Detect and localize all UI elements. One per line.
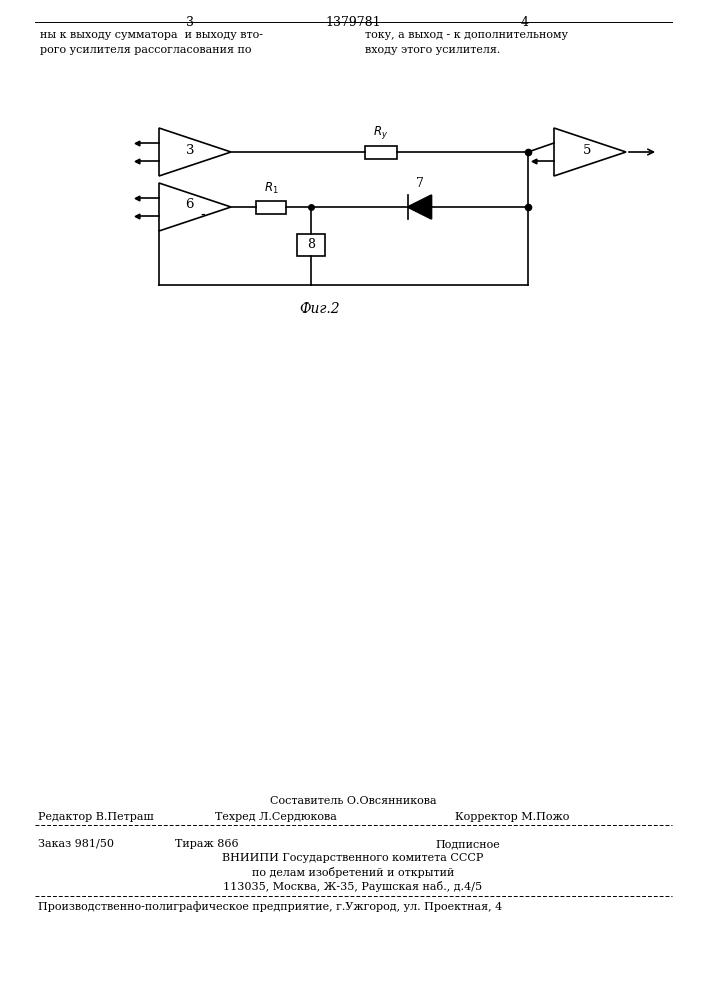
Text: 3: 3 bbox=[186, 16, 194, 29]
Text: 113035, Москва, Ж-35, Раушская наб., д.4/5: 113035, Москва, Ж-35, Раушская наб., д.4… bbox=[223, 881, 483, 892]
Text: -: - bbox=[201, 210, 205, 220]
Bar bbox=[365, 145, 397, 158]
Text: Составитель О.Овсянникова: Составитель О.Овсянникова bbox=[269, 796, 436, 806]
Text: ны к выходу сумматора  и выходу вто-
рого усилителя рассогласования по: ны к выходу сумматора и выходу вто- рого… bbox=[40, 30, 263, 55]
Text: 6: 6 bbox=[185, 198, 193, 212]
Text: Техред Л.Сердюкова: Техред Л.Сердюкова bbox=[215, 812, 337, 822]
Text: 3: 3 bbox=[186, 143, 194, 156]
Text: 8: 8 bbox=[307, 238, 315, 251]
Bar bbox=[297, 234, 325, 256]
Text: Заказ 981/50: Заказ 981/50 bbox=[38, 839, 114, 849]
Text: 1379781: 1379781 bbox=[325, 16, 381, 29]
Text: току, а выход - к дополнительному
входу этого усилителя.: току, а выход - к дополнительному входу … bbox=[365, 30, 568, 55]
Bar bbox=[256, 200, 286, 214]
Text: 4: 4 bbox=[521, 16, 529, 29]
Text: $R_y$: $R_y$ bbox=[373, 124, 389, 141]
Text: 5: 5 bbox=[583, 143, 591, 156]
Text: Производственно-полиграфическое предприятие, г.Ужгород, ул. Проектная, 4: Производственно-полиграфическое предприя… bbox=[38, 901, 502, 912]
Text: Корректор М.Пожо: Корректор М.Пожо bbox=[455, 812, 569, 822]
Text: Редактор В.Петраш: Редактор В.Петраш bbox=[38, 812, 153, 822]
Text: Подписное: Подписное bbox=[435, 839, 500, 849]
Text: $R_1$: $R_1$ bbox=[264, 181, 279, 196]
Polygon shape bbox=[407, 195, 431, 219]
Text: Фиг.2: Фиг.2 bbox=[300, 302, 340, 316]
Text: ВНИИПИ Государственного комитета СССР: ВНИИПИ Государственного комитета СССР bbox=[222, 853, 484, 863]
Text: Тираж 866: Тираж 866 bbox=[175, 839, 239, 849]
Text: по делам изобретений и открытий: по делам изобретений и открытий bbox=[252, 867, 454, 878]
Text: 7: 7 bbox=[416, 177, 423, 190]
